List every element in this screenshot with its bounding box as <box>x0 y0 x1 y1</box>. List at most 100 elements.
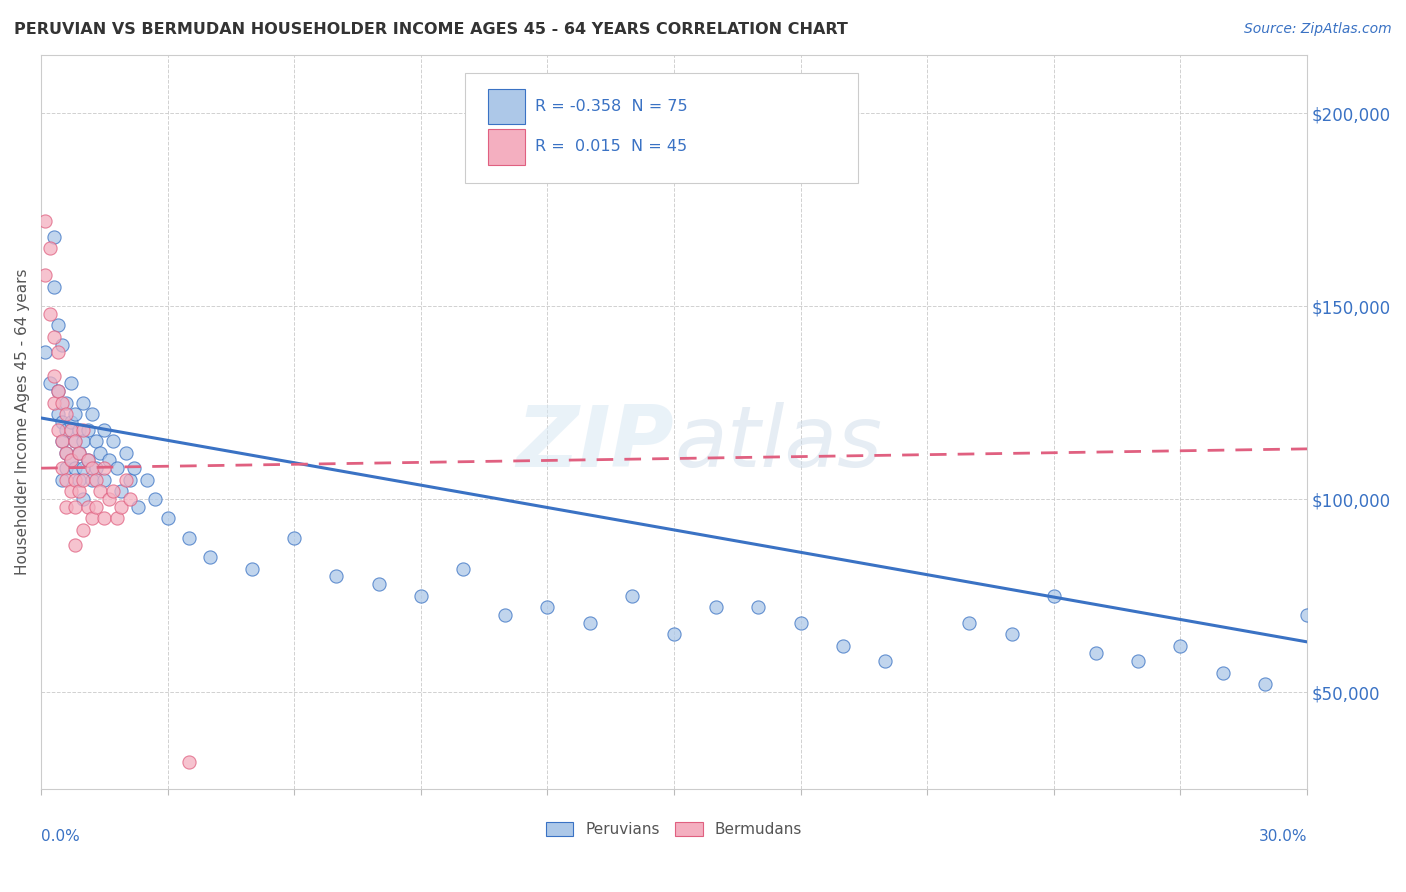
Point <box>63 407 86 421</box>
Point <box>135 473 157 487</box>
Point <box>156 511 179 525</box>
Point <box>63 434 86 449</box>
Point <box>51 415 73 429</box>
Point <box>38 241 60 255</box>
Point <box>34 345 56 359</box>
Point <box>55 500 77 514</box>
Point <box>114 473 136 487</box>
Point <box>72 491 94 506</box>
Point <box>122 461 145 475</box>
Text: ZIP: ZIP <box>516 402 673 485</box>
Point <box>55 461 77 475</box>
Point <box>55 423 77 437</box>
Point <box>89 446 111 460</box>
Point <box>451 561 474 575</box>
Point <box>59 423 82 437</box>
Point <box>38 376 60 391</box>
Point <box>63 538 86 552</box>
Point <box>55 446 77 460</box>
Point <box>34 268 56 282</box>
Point <box>536 600 558 615</box>
Point <box>55 446 77 460</box>
Point <box>72 523 94 537</box>
Point <box>704 600 727 615</box>
Point <box>42 395 65 409</box>
Point <box>42 229 65 244</box>
Point <box>1128 654 1150 668</box>
Point <box>46 423 69 437</box>
Point <box>46 407 69 421</box>
Point <box>84 434 107 449</box>
Point <box>89 484 111 499</box>
Point <box>76 423 98 437</box>
Point <box>63 461 86 475</box>
Point <box>578 615 600 630</box>
Point <box>93 473 115 487</box>
Legend: Peruvians, Bermudans: Peruvians, Bermudans <box>540 815 808 843</box>
Point <box>55 473 77 487</box>
Point <box>118 473 141 487</box>
Point <box>1296 607 1319 622</box>
Point <box>831 639 853 653</box>
Text: 30.0%: 30.0% <box>1258 829 1308 844</box>
Point <box>59 376 82 391</box>
Point <box>747 600 769 615</box>
Point <box>101 484 124 499</box>
Point <box>67 423 90 437</box>
Point <box>63 500 86 514</box>
Point <box>662 627 685 641</box>
Point <box>114 446 136 460</box>
Point <box>105 511 128 525</box>
Point <box>51 395 73 409</box>
Point <box>1170 639 1192 653</box>
Text: atlas: atlas <box>673 402 882 485</box>
Point <box>84 500 107 514</box>
Point <box>494 607 516 622</box>
Point <box>97 453 120 467</box>
Text: Source: ZipAtlas.com: Source: ZipAtlas.com <box>1244 22 1392 37</box>
Point <box>46 384 69 398</box>
Text: R = -0.358  N = 75: R = -0.358 N = 75 <box>534 99 688 114</box>
Point <box>63 434 86 449</box>
Point <box>101 434 124 449</box>
Point <box>240 561 263 575</box>
Point <box>789 615 811 630</box>
Point <box>93 423 115 437</box>
Point <box>143 491 166 506</box>
Point <box>42 279 65 293</box>
Point <box>80 407 103 421</box>
Point <box>80 473 103 487</box>
Point <box>1085 647 1108 661</box>
Point <box>367 577 389 591</box>
Point <box>55 407 77 421</box>
Point <box>72 434 94 449</box>
Point <box>80 461 103 475</box>
Point <box>59 453 82 467</box>
Point <box>51 434 73 449</box>
Point <box>63 473 86 487</box>
Point <box>42 368 65 383</box>
FancyBboxPatch shape <box>488 88 524 125</box>
Point <box>1001 627 1024 641</box>
Point <box>84 473 107 487</box>
Y-axis label: Householder Income Ages 45 - 64 years: Householder Income Ages 45 - 64 years <box>15 268 30 575</box>
Point <box>76 453 98 467</box>
Text: PERUVIAN VS BERMUDAN HOUSEHOLDER INCOME AGES 45 - 64 YEARS CORRELATION CHART: PERUVIAN VS BERMUDAN HOUSEHOLDER INCOME … <box>14 22 848 37</box>
Point <box>72 461 94 475</box>
Point <box>59 484 82 499</box>
Point <box>67 446 90 460</box>
Point <box>67 484 90 499</box>
Point <box>67 473 90 487</box>
Point <box>873 654 896 668</box>
Point <box>51 461 73 475</box>
FancyBboxPatch shape <box>488 128 524 165</box>
Point <box>59 453 82 467</box>
Point <box>46 318 69 333</box>
Point <box>959 615 981 630</box>
Point <box>110 484 132 499</box>
Point <box>105 461 128 475</box>
Point <box>198 549 221 564</box>
Point <box>84 461 107 475</box>
FancyBboxPatch shape <box>465 73 858 184</box>
Point <box>177 755 200 769</box>
